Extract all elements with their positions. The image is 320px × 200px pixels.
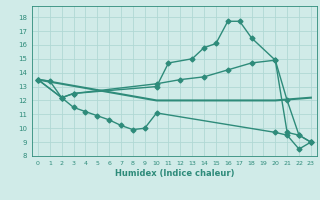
X-axis label: Humidex (Indice chaleur): Humidex (Indice chaleur)	[115, 169, 234, 178]
